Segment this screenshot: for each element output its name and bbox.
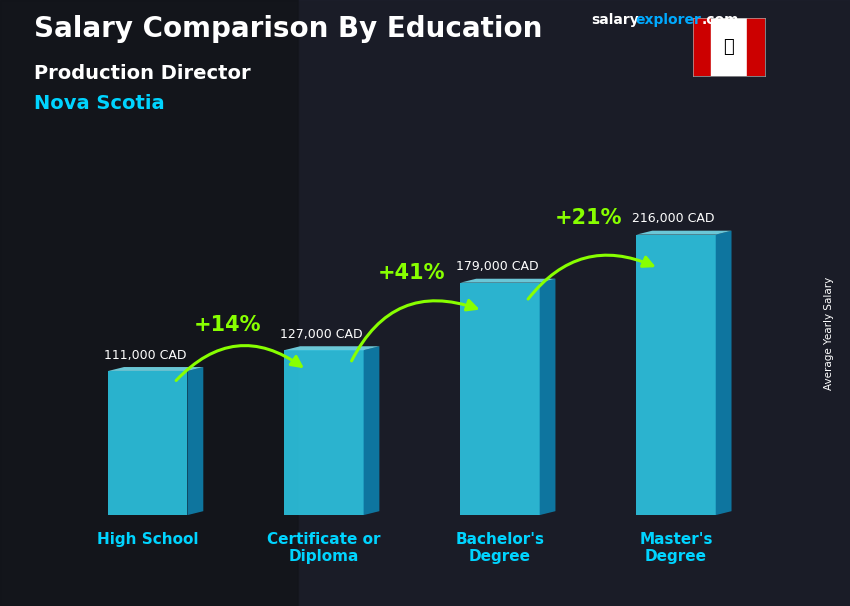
Polygon shape <box>716 231 732 515</box>
Text: 🍁: 🍁 <box>723 38 734 56</box>
Polygon shape <box>108 367 203 371</box>
Bar <box>298 0 850 606</box>
Text: Production Director: Production Director <box>34 64 251 82</box>
Polygon shape <box>693 18 711 76</box>
Polygon shape <box>284 346 379 350</box>
Polygon shape <box>461 282 540 515</box>
Bar <box>0 0 298 606</box>
Text: +14%: +14% <box>193 315 261 335</box>
Text: 216,000 CAD: 216,000 CAD <box>632 212 715 225</box>
Polygon shape <box>637 235 716 515</box>
Polygon shape <box>637 231 732 235</box>
Polygon shape <box>461 279 555 282</box>
Polygon shape <box>284 350 364 515</box>
Text: explorer: explorer <box>636 13 701 27</box>
Text: +41%: +41% <box>378 262 445 282</box>
Text: Salary Comparison By Education: Salary Comparison By Education <box>34 15 542 43</box>
Text: .com: .com <box>701 13 739 27</box>
Polygon shape <box>364 346 379 515</box>
Polygon shape <box>747 18 765 76</box>
Polygon shape <box>188 367 203 515</box>
Text: +21%: +21% <box>554 208 621 228</box>
Text: salary: salary <box>591 13 638 27</box>
Polygon shape <box>108 371 188 515</box>
Text: Average Yearly Salary: Average Yearly Salary <box>824 277 834 390</box>
Text: 179,000 CAD: 179,000 CAD <box>456 260 539 273</box>
Text: 111,000 CAD: 111,000 CAD <box>104 348 186 362</box>
Text: 127,000 CAD: 127,000 CAD <box>280 328 363 341</box>
Polygon shape <box>711 18 747 76</box>
Text: Nova Scotia: Nova Scotia <box>34 94 165 113</box>
Polygon shape <box>540 279 555 515</box>
